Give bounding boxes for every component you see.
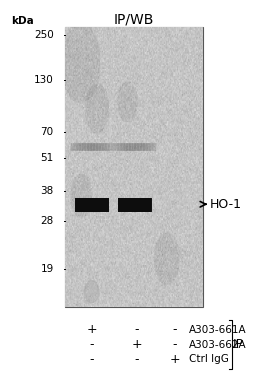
Bar	[66, 27, 203, 307]
Text: A303-661A: A303-661A	[189, 325, 247, 335]
Text: 70: 70	[40, 127, 54, 136]
Text: kDa: kDa	[11, 16, 34, 26]
Text: -: -	[134, 323, 139, 336]
Text: 19: 19	[40, 264, 54, 274]
Text: -: -	[172, 323, 177, 336]
Text: 130: 130	[34, 75, 54, 84]
Text: +: +	[131, 338, 142, 351]
Text: -: -	[89, 353, 94, 366]
Text: -: -	[89, 338, 94, 351]
Text: +: +	[169, 353, 180, 366]
Text: Ctrl IgG: Ctrl IgG	[189, 354, 229, 364]
Text: 51: 51	[40, 153, 54, 163]
Text: +: +	[86, 323, 97, 336]
Text: HO-1: HO-1	[210, 198, 242, 211]
Text: 38: 38	[40, 186, 54, 196]
Text: IP: IP	[233, 338, 244, 351]
Text: A303-662A: A303-662A	[189, 340, 247, 350]
Text: -: -	[134, 353, 139, 366]
Polygon shape	[84, 280, 99, 303]
Text: -: -	[172, 338, 177, 351]
Text: IP/WB: IP/WB	[114, 12, 154, 27]
Text: 28: 28	[40, 216, 54, 226]
Text: 250: 250	[34, 30, 54, 40]
